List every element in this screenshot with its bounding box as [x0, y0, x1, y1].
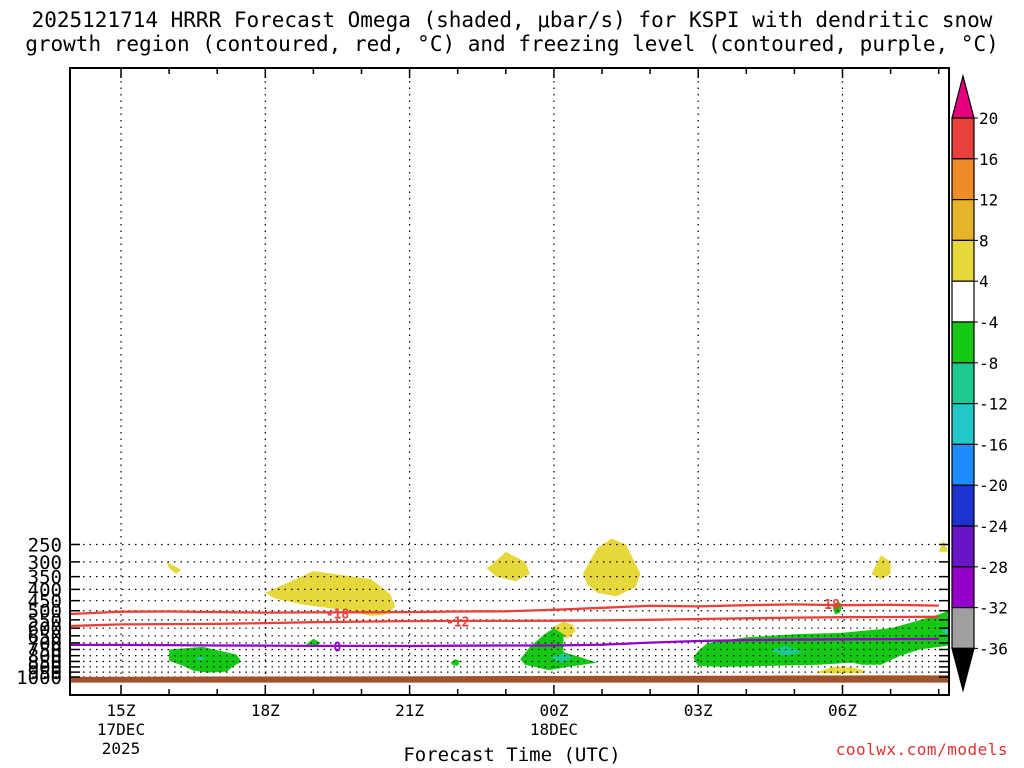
omega-region-2	[265, 571, 396, 616]
colorbar-label-12: -32	[979, 599, 1008, 618]
colorbar-box-2	[951, 158, 975, 201]
x-tick-label-0-2: 2025	[102, 739, 141, 758]
plot-area: -18 -12 0 -18	[70, 68, 949, 695]
y-tick-label-500: 500	[28, 601, 62, 623]
y-tick-label-300: 300	[28, 552, 62, 574]
colorbar-box-7	[951, 362, 975, 405]
omega-region-9	[938, 540, 949, 552]
colorbar-label-13: -36	[979, 639, 1008, 658]
y-tick-label-700: 700	[28, 633, 62, 655]
contour-label-1: -18	[326, 607, 350, 622]
colorbar-label-8: -16	[979, 435, 1008, 454]
terrain-ground	[70, 675, 949, 683]
omega-region-3	[486, 551, 530, 582]
colorbar-top-arrow	[951, 73, 975, 119]
colorbar-box-9	[951, 443, 975, 486]
x-tick-label-12-0: 03Z	[684, 701, 713, 720]
y-tick-label-1000: 1000	[16, 667, 62, 689]
colorbar-box-1	[951, 117, 975, 160]
omega-region-1	[166, 561, 182, 574]
omega-region-12	[450, 659, 461, 666]
x-tick-label-9-0: 00Z	[539, 701, 568, 720]
colorbar-label-9: -20	[979, 476, 1008, 495]
colorbar-box-10	[951, 484, 975, 527]
y-tick-label-400: 400	[28, 579, 62, 601]
chart-title-line1: 2025121714 HRRR Forecast Omega (shaded, …	[31, 8, 993, 32]
y-tick-label-600: 600	[28, 618, 62, 640]
y-tick-label-900: 900	[28, 657, 62, 679]
colorbar-box-8	[951, 403, 975, 446]
colorbar-box-11	[951, 525, 975, 568]
colorbar-label-7: -12	[979, 395, 1008, 414]
y-tick-label-550: 550	[28, 610, 62, 632]
x-tick-label-3-0: 18Z	[251, 701, 280, 720]
colorbar-label-6: -8	[979, 354, 998, 373]
colorbar-label-3: 8	[979, 231, 989, 250]
colorbar-box-13	[951, 606, 975, 649]
omega-region-8	[871, 555, 891, 580]
plot-frame	[69, 67, 950, 696]
contour-dgz-minus12	[70, 615, 939, 628]
y-tick-label-650: 650	[28, 626, 62, 648]
x-axis-label: Forecast Time (UTC)	[403, 744, 621, 766]
y-tick-label-850: 850	[28, 651, 62, 673]
omega-region-19	[941, 628, 949, 635]
y-tick-label-750: 750	[28, 639, 62, 661]
colorbar-label-1: 16	[979, 150, 998, 169]
colorbar-box-12	[951, 566, 975, 609]
omega-region-4	[582, 538, 641, 597]
colorbar-box-6	[951, 321, 975, 364]
contour-freezing-level	[70, 637, 939, 648]
colorbar-bottom-arrow	[951, 647, 975, 693]
y-tick-label-800: 800	[28, 646, 62, 668]
colorbar-box-5	[951, 280, 975, 323]
x-tick-label-15-0: 06Z	[828, 701, 857, 720]
x-tick-label-0-1: 17DEC	[97, 720, 145, 739]
contour-label-3: 0	[334, 640, 342, 655]
x-tick-label-9-1: 18DEC	[530, 720, 578, 739]
x-tick-label-6-0: 21Z	[395, 701, 424, 720]
y-tick-label-450: 450	[28, 591, 62, 613]
omega-region-17	[770, 645, 804, 656]
y-tick-label-350: 350	[28, 567, 62, 589]
omega-region-10	[169, 646, 242, 673]
omega-region-18	[195, 656, 206, 661]
omega-region-16	[551, 653, 574, 663]
chart-title-line2: growth region (contoured, red, °C) and f…	[25, 32, 999, 56]
contour-label-2: -12	[446, 616, 469, 631]
colorbar-label-10: -24	[979, 517, 1008, 536]
colorbar-label-0: 20	[979, 109, 998, 128]
y-tick-label-250: 250	[28, 534, 62, 556]
colorbar-box-3	[951, 199, 975, 242]
colorbar-label-5: -4	[979, 313, 998, 332]
y-tick-label-950: 950	[28, 662, 62, 684]
credit-link[interactable]: coolwx.com/models	[835, 740, 1008, 759]
colorbar-label-11: -28	[979, 558, 1008, 577]
x-tick-label-0-0: 15Z	[107, 701, 136, 720]
colorbar-label-2: 12	[979, 191, 998, 210]
contour-label-4: -18	[816, 598, 840, 613]
colorbar-box-4	[951, 239, 975, 282]
contour-dgz-minus18	[70, 603, 939, 616]
colorbar-label-4: 4	[979, 272, 989, 291]
